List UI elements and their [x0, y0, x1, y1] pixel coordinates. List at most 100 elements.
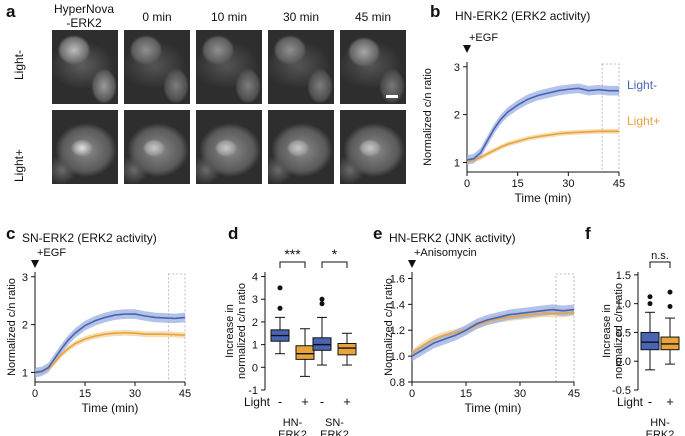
panel-e-label: e [373, 224, 383, 243]
chart-e-xtick-label-1: 15 [460, 388, 472, 400]
chart-f-ylabel: Increase innormalized c/n ratio [601, 283, 625, 379]
chart-c-ytick-label-0: 1 [22, 367, 28, 379]
chart-f-sig-bracket-0 [649, 261, 671, 268]
micrograph-light-minus-0 [52, 30, 118, 104]
chart-b-ytick-label-2: 3 [454, 62, 460, 74]
chart-c-xlabel: Time (min) [82, 401, 139, 415]
chart-f-outlier-0-0 [647, 301, 653, 307]
chart-e-ytick-label-0: 0.8 [390, 377, 405, 389]
chart-c-line-light-minus [34, 313, 186, 374]
chart-e-xlabel: Time (min) [465, 401, 522, 415]
col-header-hypernova: HyperNova -ERK2 [53, 2, 115, 30]
chart-d-sig-bracket-0 [279, 261, 306, 268]
micrograph-light-plus-1 [124, 110, 190, 184]
chart-f-sig-label-0: n.s. [651, 250, 669, 262]
chart-d-ylabel: Increase innormalized c/n ratio [224, 283, 248, 379]
chart-b-stimulus-arrow [463, 45, 471, 53]
chart-b-ytick-label-0: 1 [454, 157, 460, 169]
chart-d-sig-label-1: * [332, 246, 338, 262]
chart-f-light-value-0: - [648, 394, 652, 409]
chart-e-ytick-label-2: 1.2 [390, 325, 405, 337]
chart-b-line-light-plus [466, 130, 619, 162]
chart-e-ytick-label-1: 1.0 [390, 351, 405, 363]
chart-f-outlier-1-1 [667, 289, 673, 295]
chart-d-group-label-0: HN-ERK2 [278, 417, 307, 436]
chart-c-xtick-label-0: 0 [32, 388, 38, 400]
chart-b-stimulus-label: +EGF [469, 32, 498, 44]
micrograph-light-minus-2 [196, 30, 262, 104]
chart-e-xtick-label-3: 45 [568, 388, 580, 400]
col-header-10min: 10 min [210, 10, 248, 24]
chart-e-xtick-label-2: 30 [514, 388, 526, 400]
chart-d-sig-bracket-1 [321, 261, 348, 268]
chart-d-light-label: Light [244, 395, 271, 409]
micrograph-light-plus-4 [340, 110, 406, 184]
chart-f-outlier-1-0 [667, 304, 673, 310]
micrograph-light-plus-2 [196, 110, 262, 184]
chart-b-line-light-minus [466, 87, 619, 161]
chart-d-group-label-1: SN-ERK2 [320, 417, 349, 436]
chart-d-ytick-label-4: 3 [252, 294, 258, 306]
chart-e-title: HN-ERK2 (JNK activity) [389, 231, 516, 245]
chart-e-line-light-minus [411, 308, 575, 357]
chart-f-ytick-label-3: 1.0 [616, 299, 631, 311]
chart-b-xtick-label-0: 0 [464, 178, 470, 190]
chart-d-outlier-2-1 [319, 296, 325, 302]
chart-b-legend-light-plus: Light+ [627, 114, 660, 128]
chart-c-window [167, 273, 186, 383]
chart-b-xlabel: Time (min) [515, 191, 572, 205]
chart-d-ytick-label-2: 1 [252, 340, 258, 352]
chart-d-ytick-label-3: 2 [252, 317, 258, 329]
chart-c-xtick-label-3: 45 [179, 388, 191, 400]
chart-e-ytick-label-4: 1.6 [390, 273, 405, 285]
chart-f-ytick-label-0: -0.5 [612, 385, 631, 397]
micrograph-light-minus-3 [268, 30, 334, 104]
chart-b-title: HN-ERK2 (ERK2 activity) [455, 9, 590, 23]
chart-d-outlier-0-0 [277, 305, 283, 311]
chart-d-ytick-label-0: -1 [248, 385, 258, 397]
col-header-0min: 0 min [142, 10, 172, 24]
chart-c-stimulus-label: +EGF [37, 247, 66, 259]
micrograph-light-plus-0 [52, 110, 118, 184]
chart-b-ytick-label-1: 2 [454, 110, 460, 122]
chart-c-band-light-minus [35, 309, 185, 378]
micrograph-light-minus-4 [340, 30, 406, 104]
chart-c-line-light-plus [34, 331, 186, 374]
scale-bar [386, 95, 398, 98]
chart-c-stimulus-arrow [31, 260, 39, 268]
chart-d-light-value-2: - [320, 394, 324, 409]
col-header-45min: 45 min [354, 10, 392, 24]
chart-c-ylabel: Normalized c/n ratio [6, 278, 18, 376]
micrograph-light-minus-1 [124, 30, 190, 104]
chart-e-stimulus-arrow [408, 260, 416, 268]
chart-d-sig-label-0: *** [284, 246, 301, 262]
panel-c-label: c [6, 224, 16, 243]
chart-b-legend-light-minus: Light- [627, 78, 657, 92]
chart-f-outlier-0-1 [647, 294, 653, 300]
chart-b-xtick-label-3: 45 [613, 178, 625, 190]
chart-b-xtick-label-1: 15 [512, 178, 524, 190]
chart-e-window [555, 273, 575, 383]
micrograph-light-plus-3 [268, 110, 334, 184]
chart-e-ylabel: Normalized c/n ratio [383, 278, 395, 376]
chart-d-ytick-label-5: 4 [252, 272, 258, 284]
chart-c-title: SN-ERK2 (ERK2 activity) [22, 231, 157, 245]
chart-c-xtick-label-2: 30 [129, 388, 141, 400]
panel-d-label: d [228, 224, 239, 243]
chart-f-light-value-1: + [666, 394, 674, 409]
chart-d-light-value-1: + [301, 394, 309, 409]
chart-d-box-3 [337, 342, 357, 356]
chart-f-light-label: Light [617, 395, 644, 409]
chart-b-window [601, 63, 620, 173]
chart-e-xtick-label-0: 0 [409, 388, 415, 400]
chart-f-group-label-0: HN-ERK2 [646, 417, 675, 436]
chart-f-box-0 [640, 331, 660, 351]
panel-b-label: b [430, 2, 441, 21]
chart-d-light-value-0: - [278, 394, 282, 409]
chart-b-ylabel: Normalized c/n ratio [422, 68, 434, 166]
chart-d-light-value-3: + [343, 394, 351, 409]
chart-c-ytick-label-2: 3 [22, 272, 28, 284]
chart-b-xtick-label-2: 30 [562, 178, 574, 190]
chart-f-ytick-label-4: 1.5 [616, 270, 631, 282]
